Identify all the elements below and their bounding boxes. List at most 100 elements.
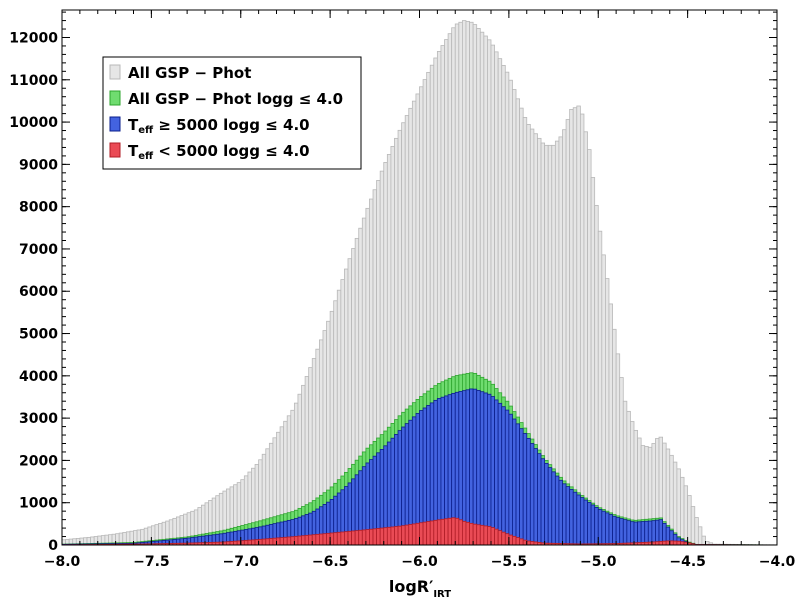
histogram-bar [268,538,274,546]
histogram-bar [529,541,535,546]
histogram-bar [579,113,585,546]
histogram-bar [372,528,377,546]
histogram-bar [572,491,578,546]
histogram-bar [429,520,435,546]
histogram-bar [240,540,245,546]
histogram-bar [233,540,238,546]
histogram-bar [261,538,267,546]
histogram-bar [479,524,485,546]
histogram-bar [647,520,653,546]
histogram-bar [501,406,506,546]
histogram-bar [344,531,349,546]
histogram-bar [494,528,499,546]
axis-ticks [61,10,778,546]
histogram-bar [626,520,631,546]
legend-swatch-cool [109,142,121,158]
histogram-bar [351,530,356,546]
legend-swatch-logg [109,90,121,106]
histogram-bar [672,540,678,546]
y-tick-label: 11000 [9,73,58,89]
histogram-bar [236,540,242,546]
axis-tick-labels: −8.0 −7.5 −7.0 −6.5 −6.0 −5.5 −5.0 −4.5 −4.0 0 100… [9,30,795,570]
histogram-bar [326,532,331,546]
histogram-bar [558,479,563,546]
histogram-bar [701,535,706,546]
histogram-bar [361,529,367,546]
histogram-bar [551,471,556,546]
histogram-bar [358,529,363,546]
histogram-bar [694,517,699,546]
legend-swatch-all [109,64,121,80]
histogram-bar [676,540,681,546]
histogram-bar [676,468,681,546]
histogram-bar [329,532,335,546]
histogram-bar [526,540,531,546]
histogram-bar [436,519,442,546]
histogram-bar [401,525,406,546]
histogram-bar [272,537,277,546]
histogram-bar [633,521,638,546]
histogram-bar [594,506,599,546]
histogram-bar [254,539,260,546]
histogram-bar [615,517,621,546]
histogram-bar [490,396,495,546]
histogram-bar [515,537,521,546]
x-axis-label: logR′IRT [389,577,451,600]
x-tick-label: −6.0 [401,554,438,570]
histogram-bar [458,519,463,546]
histogram-bar [529,443,535,546]
histogram-bar [304,534,310,546]
histogram-bar [501,531,506,546]
histogram-bar [605,278,610,546]
histogram-bar [504,533,510,546]
histogram-bar [354,530,360,546]
x-tick-label: −5.0 [580,554,617,570]
histogram-bar [537,453,542,546]
histogram-bar [258,538,263,546]
histogram-bar [369,528,374,546]
histogram-bar [408,524,413,546]
y-tick-label: 2000 [19,453,58,469]
histogram-bar [576,494,581,546]
histogram-bar [522,539,528,546]
histogram-bar [404,524,410,546]
histogram-bar [622,519,628,546]
y-tick-label: 3000 [19,411,58,427]
y-tick-label: 5000 [19,327,58,343]
histogram-bar [315,533,320,546]
histogram-bar [497,402,503,546]
histogram-bar [383,527,388,546]
y-tick-label: 9000 [19,157,58,173]
histogram-bar [565,486,571,546]
histogram-bar [662,540,667,546]
histogram-bar [469,388,474,546]
histogram-bar [508,534,513,546]
histogram-bar [608,303,613,546]
histogram-bar [637,521,642,546]
histogram-bar [683,485,689,546]
histogram-bar [554,475,560,546]
histogram-bar [243,539,249,546]
histogram-bar [540,458,546,546]
histogram-bar [487,526,492,546]
histogram-bar [504,409,510,546]
x-tick-label: −4.5 [669,554,706,570]
histogram-bar [597,230,603,546]
histogram-bar [226,541,231,546]
histogram-bar [590,177,596,546]
legend-label-all: All GSP − Phot [128,64,251,82]
histogram-bar [644,520,649,546]
histogram-bar [483,525,488,546]
histogram-bar [251,539,256,546]
histogram-bar [655,541,660,546]
legend-label-hot: Teff ≥ 5000 logg ≤ 4.0 [128,116,310,136]
histogram-bar [297,535,302,546]
histogram-bar [630,521,635,546]
histogram-bar [526,438,531,546]
histogram-bar [476,524,481,546]
histogram-bar [397,525,403,546]
histogram-bar [697,526,703,546]
histogram-bar [619,518,624,546]
histogram-bar [569,108,574,546]
histogram-bar [411,523,417,546]
